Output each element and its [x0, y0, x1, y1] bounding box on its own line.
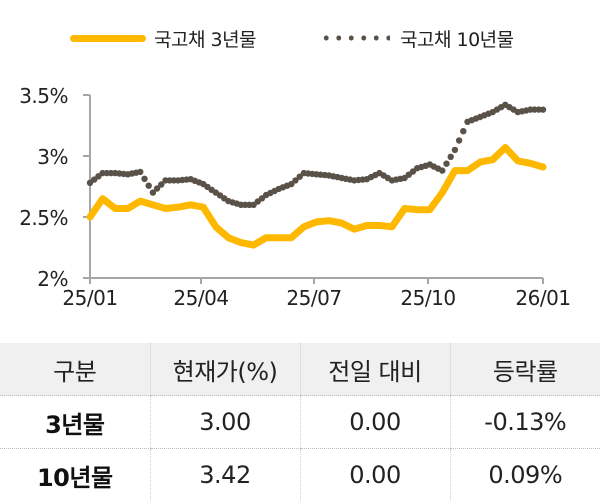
row-price: 3.42: [149, 448, 300, 501]
header-category: 구분: [0, 343, 150, 396]
table-header-row: 구분 현재가(%) 전일 대비 등락률: [0, 343, 600, 396]
series-10y-dot: [455, 137, 463, 144]
series-10y-dot: [149, 189, 157, 196]
series-10y-dot: [443, 160, 450, 167]
series-10y-dot: [439, 167, 446, 174]
series-10y-dot: [447, 153, 454, 160]
header-change: 전일 대비: [299, 343, 450, 396]
y-tick-label: 3%: [37, 145, 68, 169]
table-row: 3년물 3.00 0.00 -0.13%: [0, 395, 600, 449]
x-tick-label: 26/01: [515, 286, 571, 310]
header-current-price: 현재가(%): [149, 343, 300, 396]
x-tick-label: 25/10: [400, 286, 456, 310]
y-tick-label: 2%: [37, 267, 68, 291]
row-rate: -0.13%: [449, 395, 600, 449]
chart-plot-area: [83, 94, 547, 284]
series-10y-dot: [145, 182, 152, 189]
chart-legend: 국고채 3년물 국고채 10년물: [0, 20, 600, 56]
legend-label-3y: 국고채 3년물: [154, 28, 257, 51]
table-row: 10년물 3.42 0.00 0.09%: [0, 448, 600, 501]
row-change: 0.00: [299, 395, 450, 449]
series-10y-dot: [288, 180, 295, 188]
legend-item-10y: 국고채 10년물: [320, 20, 514, 56]
solid-line-swatch-icon: [70, 34, 146, 42]
row-change: 0.00: [299, 448, 450, 501]
row-name: 3년물: [0, 395, 150, 449]
row-price: 3.00: [149, 395, 300, 449]
y-tick-label: 2.5%: [19, 206, 68, 230]
series-10y-dot: [460, 128, 467, 135]
series-10y-dot: [141, 175, 148, 182]
x-tick-label: 25/04: [173, 286, 229, 310]
legend-item-3y: 국고채 3년물: [70, 20, 257, 56]
x-tick-label: 25/07: [286, 286, 342, 310]
series-10y-dot: [451, 146, 459, 154]
series-10y-dot: [292, 177, 299, 184]
series-10y-dot: [296, 173, 303, 180]
header-change-rate: 등락률: [449, 343, 600, 396]
series-10y-dot: [539, 106, 547, 113]
x-tick-label: 25/01: [62, 286, 118, 310]
dotted-line-swatch-icon: [320, 35, 390, 41]
row-rate: 0.09%: [449, 448, 600, 501]
yield-line-chart: 3.5% 3% 2.5% 2% 25/01 25/04 25/07 25/10 …: [0, 80, 600, 330]
series-3y-line: [86, 144, 547, 249]
y-tick-label: 3.5%: [19, 84, 68, 108]
row-name: 10년물: [36, 463, 113, 492]
series-10y-dot: [137, 168, 144, 176]
series-10y-dot: [158, 181, 165, 188]
legend-label-10y: 국고채 10년물: [400, 28, 514, 51]
series-10y-dot: [153, 185, 161, 192]
yield-quote-table: 구분 현재가(%) 전일 대비 등락률 3년물 3.00 0.00 -0.13%…: [0, 343, 600, 501]
